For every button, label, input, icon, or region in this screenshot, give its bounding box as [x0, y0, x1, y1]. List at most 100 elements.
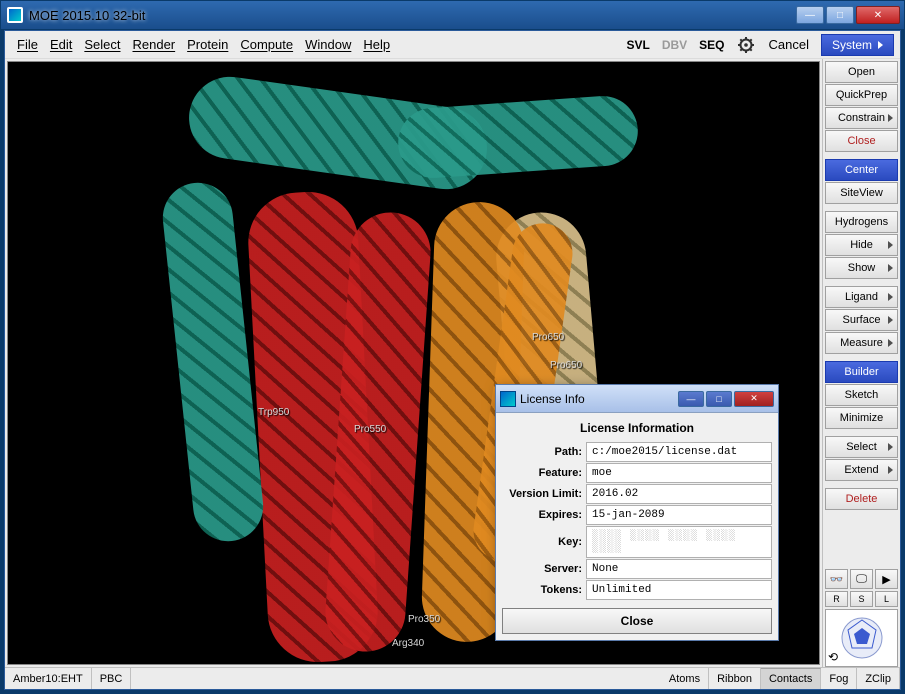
stereo-icon[interactable]: 👓	[825, 569, 848, 589]
panel-constrain-button[interactable]: Constrain	[825, 107, 898, 129]
menu-protein[interactable]: Protein	[181, 37, 234, 52]
status-ribbon-toggle[interactable]: Ribbon	[709, 668, 761, 689]
view-icon-row: 👓🖵▶	[825, 569, 898, 589]
chevron-right-icon	[888, 114, 893, 122]
residue-label: Pro650	[532, 332, 564, 343]
license-field-value: moe	[586, 463, 772, 483]
status-amber10eht[interactable]: Amber10:EHT	[5, 668, 92, 689]
panel-button-label: Close	[847, 135, 875, 147]
panel-delete-button[interactable]: Delete	[825, 488, 898, 510]
panel-button-label: QuickPrep	[836, 89, 887, 101]
panel-sketch-button[interactable]: Sketch	[825, 384, 898, 406]
play-icon[interactable]: ▶	[875, 569, 898, 589]
chevron-right-icon	[888, 339, 893, 347]
rsl-row: RSL	[825, 591, 898, 607]
menu-file[interactable]: File	[11, 37, 44, 52]
residue-label: Pro550	[354, 424, 386, 435]
maximize-button[interactable]: □	[826, 6, 854, 24]
dialog-titlebar[interactable]: License Info — □ ✕	[496, 385, 778, 413]
menu-window[interactable]: Window	[299, 37, 357, 52]
panel-ligand-button[interactable]: Ligand	[825, 286, 898, 308]
chevron-right-icon	[888, 264, 893, 272]
menu-seq[interactable]: SEQ	[693, 38, 730, 52]
panel-hide-button[interactable]: Hide	[825, 234, 898, 256]
license-row: Expires:15-jan-2089	[502, 505, 772, 525]
menu-select[interactable]: Select	[78, 37, 126, 52]
rsl-r-button[interactable]: R	[825, 591, 848, 607]
panel-button-label: Show	[848, 262, 876, 274]
license-row: Path:c:/moe2015/license.dat	[502, 442, 772, 462]
residue-label: Trp950	[258, 407, 289, 418]
menu-edit[interactable]: Edit	[44, 37, 78, 52]
license-field-value: None	[586, 559, 772, 579]
status-zclip-toggle[interactable]: ZClip	[857, 668, 900, 689]
app-icon	[7, 7, 23, 23]
panel-button-label: Builder	[844, 366, 878, 378]
panel-button-label: Surface	[843, 314, 881, 326]
right-panel: Open QuickPrep Constrain Close Center SiteVie…	[822, 59, 900, 667]
menu-help[interactable]: Help	[357, 37, 396, 52]
minimize-button[interactable]: —	[796, 6, 824, 24]
license-row: Key:░░░░ ░░░░ ░░░░ ░░░░ ░░░░	[502, 526, 772, 558]
panel-surface-button[interactable]: Surface	[825, 309, 898, 331]
panel-select-button[interactable]: Select	[825, 436, 898, 458]
panel-close-button[interactable]: Close	[825, 130, 898, 152]
dialog-close-button[interactable]: ✕	[734, 391, 774, 407]
panel-button-label: Minimize	[840, 412, 883, 424]
license-field-label: Tokens:	[502, 584, 586, 596]
panel-hydrogens-button[interactable]: Hydrogens	[825, 211, 898, 233]
menubar: FileEditSelectRenderProteinComputeWindow…	[5, 31, 900, 59]
menu-render[interactable]: Render	[127, 37, 182, 52]
panel-center-button[interactable]: Center	[825, 159, 898, 181]
license-dialog: License Info — □ ✕ License Information P…	[495, 384, 779, 641]
status-atoms-toggle[interactable]: Atoms	[661, 668, 709, 689]
panel-button-label: Open	[848, 66, 875, 78]
panel-builder-button[interactable]: Builder	[825, 361, 898, 383]
residue-label: Arg340	[392, 638, 424, 649]
panel-button-label: Hide	[850, 239, 873, 251]
license-field-label: Feature:	[502, 467, 586, 479]
menu-svl[interactable]: SVL	[620, 38, 655, 52]
screenshot-icon[interactable]: 🖵	[850, 569, 873, 589]
panel-button-label: Delete	[846, 493, 878, 505]
trackball[interactable]: ⟲	[825, 609, 898, 667]
window-titlebar: MOE 2015.10 32-bit — □ ✕	[0, 0, 905, 30]
cancel-button[interactable]: Cancel	[761, 37, 817, 52]
panel-show-button[interactable]: Show	[825, 257, 898, 279]
chevron-right-icon	[888, 466, 893, 474]
panel-button-label: SiteView	[840, 187, 883, 199]
rsl-s-button[interactable]: S	[850, 591, 873, 607]
close-button[interactable]: ✕	[856, 6, 900, 24]
license-field-value: 15-jan-2089	[586, 505, 772, 525]
panel-extend-button[interactable]: Extend	[825, 459, 898, 481]
panel-button-label: Measure	[840, 337, 883, 349]
panel-open-button[interactable]: Open	[825, 61, 898, 83]
license-row: Server:None	[502, 559, 772, 579]
chevron-right-icon	[888, 293, 893, 301]
residue-label: Pro650	[550, 360, 582, 371]
panel-minimize-button[interactable]: Minimize	[825, 407, 898, 429]
chevron-right-icon	[888, 443, 893, 451]
app-frame: FileEditSelectRenderProteinComputeWindow…	[4, 30, 901, 690]
dialog-close-action[interactable]: Close	[502, 608, 772, 634]
license-row: Version Limit:2016.02	[502, 484, 772, 504]
refresh-icon[interactable]: ⟲	[828, 650, 838, 664]
menu-compute[interactable]: Compute	[234, 37, 299, 52]
status-contacts-toggle[interactable]: Contacts	[761, 668, 821, 689]
panel-measure-button[interactable]: Measure	[825, 332, 898, 354]
license-field-label: Key:	[502, 536, 586, 548]
license-field-label: Expires:	[502, 509, 586, 521]
status-fog-toggle[interactable]: Fog	[821, 668, 857, 689]
dialog-minimize-button[interactable]: —	[678, 391, 704, 407]
gear-icon[interactable]	[737, 36, 755, 54]
system-button[interactable]: System	[821, 34, 894, 56]
panel-quickprep-button[interactable]: QuickPrep	[825, 84, 898, 106]
residue-label: Pro350	[408, 614, 440, 625]
panel-siteview-button[interactable]: SiteView	[825, 182, 898, 204]
panel-button-label: Sketch	[845, 389, 879, 401]
license-field-value: ░░░░ ░░░░ ░░░░ ░░░░ ░░░░	[586, 526, 772, 558]
license-row: Tokens:Unlimited	[502, 580, 772, 600]
status-pbc[interactable]: PBC	[92, 668, 132, 689]
dialog-maximize-button[interactable]: □	[706, 391, 732, 407]
rsl-l-button[interactable]: L	[875, 591, 898, 607]
